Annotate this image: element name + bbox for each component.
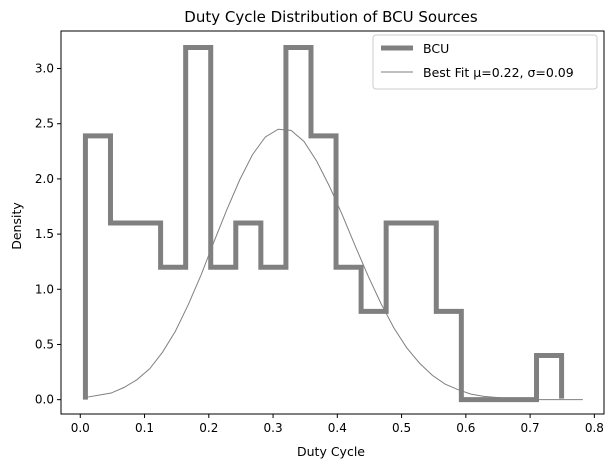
series-layer: [82, 45, 583, 403]
x-tick-label: 0.3: [264, 421, 283, 435]
legend-box: [372, 34, 598, 90]
y-tick-label: 1.0: [35, 282, 54, 296]
x-tick-label: 0.6: [456, 421, 475, 435]
x-tick-label: 0.0: [71, 421, 90, 435]
y-axis-label: Density: [9, 202, 24, 250]
y-tick-label: 0.0: [35, 393, 54, 407]
y-tick-label: 2.5: [35, 117, 54, 131]
y-tick-label: 0.5: [35, 337, 54, 351]
plot-area: [60, 30, 605, 415]
y-axis-ticks: 0.0 0.5 1.0 1.5 2.0 2.5 3.0: [35, 62, 61, 407]
y-tick-label: 1.5: [35, 227, 54, 241]
plot-frame: [60, 30, 605, 415]
legend-label-best-fit: Best Fit μ=0.22, σ=0.09: [423, 65, 574, 80]
x-axis-label: Duty Cycle: [297, 444, 365, 459]
series-best-fit-curve: [85, 128, 583, 401]
y-tick-label: 2.0: [35, 172, 54, 186]
x-tick-label: 0.8: [585, 421, 604, 435]
x-tick-label: 0.5: [392, 421, 411, 435]
x-tick-label: 0.2: [199, 421, 218, 435]
legend-label-bcu: BCU: [423, 41, 449, 56]
x-axis-ticks: 0.0 0.1 0.2 0.3 0.4 0.5 0.6 0.7 0.8: [71, 414, 604, 435]
x-tick-label: 0.7: [521, 421, 540, 435]
y-tick-label: 3.0: [35, 62, 54, 76]
series-bcu-step: [82, 45, 565, 403]
legend: BCU Best Fit μ=0.22, σ=0.09: [372, 34, 598, 90]
x-tick-label: 0.1: [135, 421, 154, 435]
chart-title: Duty Cycle Distribution of BCU Sources: [184, 8, 478, 26]
x-tick-label: 0.4: [328, 421, 347, 435]
